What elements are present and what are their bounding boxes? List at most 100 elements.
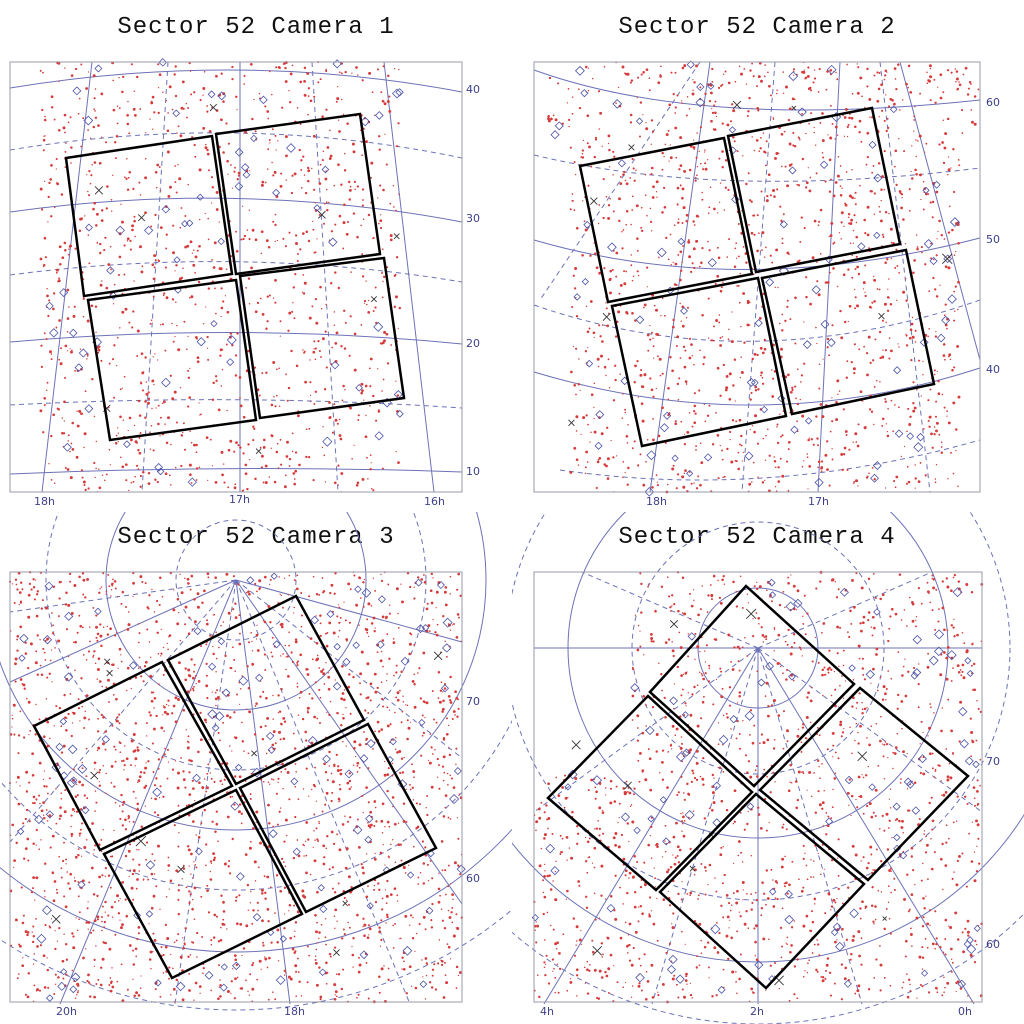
star-point xyxy=(894,149,898,153)
star-point xyxy=(161,323,165,326)
star-point xyxy=(655,332,658,336)
star-point xyxy=(369,823,373,827)
star-point xyxy=(196,956,198,958)
star-point xyxy=(99,283,103,287)
star-point xyxy=(245,924,249,928)
star-point xyxy=(220,450,224,454)
star-point xyxy=(732,136,735,139)
star-point xyxy=(408,965,412,969)
star-point xyxy=(204,212,206,215)
star-point xyxy=(847,213,851,216)
star-point xyxy=(440,959,442,962)
star-point xyxy=(135,75,139,79)
star-point xyxy=(387,767,390,770)
star-point xyxy=(964,66,968,70)
star-point xyxy=(914,106,916,108)
star-point xyxy=(442,699,445,703)
star-point xyxy=(216,689,219,692)
star-point xyxy=(771,261,774,264)
star-point xyxy=(272,730,276,734)
star-point xyxy=(973,122,977,126)
star-point xyxy=(751,108,753,110)
star-point xyxy=(165,247,168,250)
star-point xyxy=(348,188,352,192)
star-point xyxy=(760,371,763,374)
star-point xyxy=(70,442,73,445)
star-point xyxy=(448,916,452,919)
star-point xyxy=(760,190,763,193)
star-point xyxy=(352,937,355,940)
star-point xyxy=(46,957,48,959)
star-point xyxy=(684,380,688,383)
star-point xyxy=(363,923,367,927)
star-point xyxy=(437,962,440,965)
star-point xyxy=(171,768,175,771)
star-point xyxy=(786,460,789,463)
star-point xyxy=(278,710,282,713)
star-point xyxy=(607,142,610,145)
star-point xyxy=(11,726,13,728)
star-point xyxy=(205,622,209,626)
star-point xyxy=(395,671,398,674)
star-point xyxy=(587,423,589,426)
star-point xyxy=(614,378,617,382)
star-point xyxy=(708,206,711,209)
star-point xyxy=(298,980,301,984)
star-point xyxy=(264,481,268,485)
star-point xyxy=(126,122,130,126)
star-point xyxy=(924,474,927,477)
star-point xyxy=(621,417,624,419)
star-point xyxy=(190,852,193,856)
star-point xyxy=(817,460,821,464)
star-point xyxy=(85,839,88,841)
star-point xyxy=(91,163,93,166)
star-point xyxy=(786,251,790,255)
star-point xyxy=(356,996,358,999)
star-point xyxy=(365,140,368,144)
star-point xyxy=(263,875,266,878)
star-point xyxy=(35,990,38,992)
star-point xyxy=(135,797,137,799)
star-point xyxy=(389,234,393,238)
star-point xyxy=(86,979,89,983)
star-point xyxy=(703,104,705,106)
star-point xyxy=(334,994,336,996)
star-point xyxy=(256,978,259,981)
star-point xyxy=(589,300,593,303)
star-point xyxy=(695,487,699,490)
star-point xyxy=(102,572,105,575)
star-point xyxy=(316,654,319,657)
star-point xyxy=(264,897,267,900)
star-point xyxy=(722,476,724,479)
star-point xyxy=(939,284,941,286)
star-point xyxy=(696,132,698,134)
star-point xyxy=(444,974,447,976)
star-point xyxy=(104,748,107,751)
star-point xyxy=(289,101,292,104)
star-point xyxy=(602,178,605,181)
target-diamond xyxy=(819,160,829,169)
star-point xyxy=(171,737,173,740)
star-point xyxy=(99,623,102,626)
star-point xyxy=(884,74,887,77)
star-point xyxy=(28,582,31,585)
star-point xyxy=(455,965,459,969)
star-point xyxy=(676,186,680,190)
star-point xyxy=(885,129,888,133)
star-point xyxy=(704,92,707,96)
star-point xyxy=(727,81,731,85)
star-point xyxy=(952,401,956,405)
star-point xyxy=(187,405,190,408)
star-point xyxy=(92,606,95,609)
star-point xyxy=(379,184,382,187)
star-point xyxy=(175,191,178,194)
star-point xyxy=(283,861,285,863)
star-point xyxy=(171,108,174,111)
star-point xyxy=(105,792,107,795)
star-point xyxy=(127,611,130,613)
star-point xyxy=(788,142,792,146)
star-point xyxy=(259,446,262,449)
star-point xyxy=(101,280,103,282)
star-point xyxy=(180,207,183,209)
star-point xyxy=(174,94,178,98)
